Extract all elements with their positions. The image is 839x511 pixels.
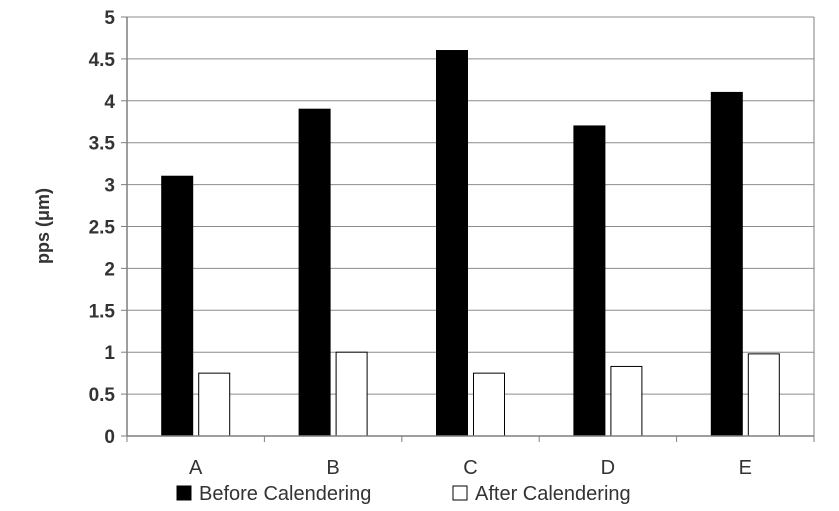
x-tick-label: D	[601, 457, 615, 479]
y-tick-label: 1.5	[89, 301, 116, 322]
bar-after-C	[473, 372, 505, 437]
bar-before-C	[436, 50, 468, 437]
y-tick-label: 4.5	[89, 50, 116, 71]
y-tick-label: 4	[104, 92, 115, 113]
y-tick-label: 5	[104, 8, 115, 29]
axes	[126, 17, 815, 437]
y-axis-ticks: 0 0.5 1 1.5 2 2.5 3 3.5 4 4.5 5	[89, 8, 127, 448]
y-axis-label: pps (μm)	[33, 188, 53, 264]
legend-label-after: After Calendering	[475, 483, 631, 505]
bar-before-B	[298, 108, 331, 437]
bar-after-E	[747, 353, 780, 437]
y-tick-label: 2	[104, 259, 115, 280]
x-tick-label: B	[326, 457, 339, 479]
legend: Before Calendering After Calendering	[176, 483, 631, 505]
y-tick-label: 0.5	[89, 385, 116, 406]
x-tick-label: E	[739, 457, 752, 479]
legend-swatch-after	[452, 485, 468, 501]
y-tick-label: 1	[104, 343, 115, 364]
gridlines	[127, 16, 814, 395]
x-tick-label: A	[189, 457, 203, 479]
y-tick-label: 3	[104, 176, 115, 197]
legend-swatch-before	[176, 485, 192, 501]
legend-label-before: Before Calendering	[199, 483, 371, 505]
y-tick-label: 3.5	[89, 134, 116, 155]
bars	[161, 50, 780, 437]
x-tick-label: C	[463, 457, 477, 479]
x-axis-labels: A B C D E	[126, 436, 815, 479]
bar-after-D	[610, 365, 643, 437]
bar-after-B	[335, 351, 368, 437]
y-tick-label: 2.5	[89, 218, 116, 239]
bar-before-D	[573, 125, 606, 437]
bar-before-E	[710, 91, 743, 437]
bar-after-A	[198, 372, 231, 437]
bar-before-A	[161, 175, 194, 437]
y-tick-label: 0	[104, 427, 115, 448]
